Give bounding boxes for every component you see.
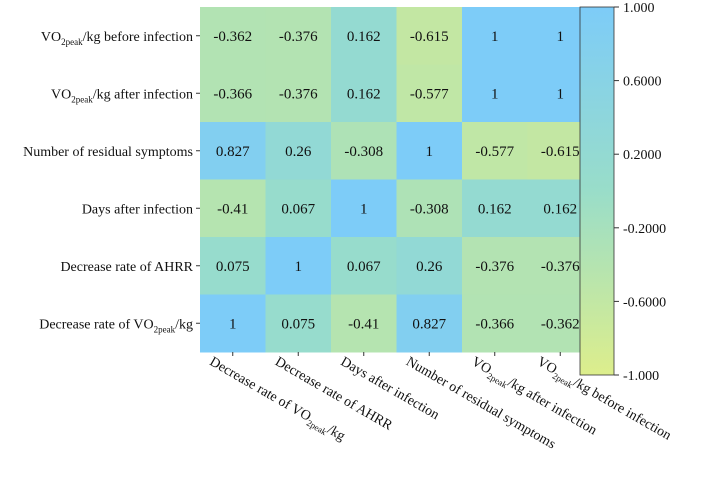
heatmap-cell-values: -0.362 -0.376 0.162 -0.615 1 1 -0.366 -0.376 0.1… <box>213 29 580 333</box>
colorbar-tick-label: 1.000 <box>623 1 655 16</box>
cell-value-label: 0.162 <box>478 201 512 217</box>
cell-value-label: 0.075 <box>216 259 250 275</box>
cell-value-label: -0.362 <box>541 316 580 332</box>
heatmap-cell <box>200 122 266 180</box>
column-label: Decrease rate of AHRR <box>272 354 395 434</box>
cell-value-label: -0.577 <box>410 86 449 102</box>
heatmap-cell <box>396 237 463 295</box>
cell-value-label: -0.376 <box>541 259 580 275</box>
heatmap-cell <box>265 7 332 65</box>
cell-value-label: 0.827 <box>216 144 250 160</box>
cell-value-label: 1 <box>360 201 368 217</box>
cell-value-label: 1 <box>426 144 434 160</box>
heatmap-cell <box>462 237 528 295</box>
row-label: VO2peak/kg before infection <box>41 30 193 47</box>
colorbar-tick-label: 0.6000 <box>623 75 662 90</box>
heatmap-cell <box>396 122 463 180</box>
heatmap-cell <box>265 122 332 180</box>
cell-value-label: -0.366 <box>475 316 514 332</box>
cell-value-label: -0.615 <box>541 144 580 160</box>
cell-value-label: 0.067 <box>281 201 315 217</box>
cell-value-label: -0.308 <box>344 144 383 160</box>
cell-value-label: -0.362 <box>213 29 252 45</box>
heatmap-cell <box>200 64 266 123</box>
heatmap-cell <box>331 237 397 295</box>
row-label: Decrease rate of AHRR <box>60 260 193 275</box>
cell-value-label: -0.376 <box>279 29 318 45</box>
cell-value-label: -0.41 <box>217 201 248 217</box>
heatmap-cell <box>396 294 463 353</box>
heatmap-cell <box>265 64 332 123</box>
heatmap-cell <box>265 237 332 295</box>
cell-value-label: -0.41 <box>348 316 379 332</box>
heatmap-cell <box>200 179 266 238</box>
colorbar-tick-label: -1.000 <box>623 369 659 384</box>
heatmap-cells <box>200 7 594 353</box>
cell-value-label: 0.26 <box>416 259 443 275</box>
row-labels: VO2peak/kg before infection VO2peak/kg af… <box>23 30 200 334</box>
cell-value-label: 1 <box>491 29 499 45</box>
heatmap-cell <box>331 179 397 238</box>
cell-value-label: 0.162 <box>347 29 381 45</box>
heatmap-cell <box>200 294 266 353</box>
cell-value-label: 1 <box>557 86 565 102</box>
heatmap-cell <box>331 7 397 65</box>
heatmap-cell <box>462 64 528 123</box>
cell-value-label: 1 <box>229 316 237 332</box>
colorbar-tick-label: 0.2000 <box>623 148 662 163</box>
row-label: Number of residual symptoms <box>23 145 193 160</box>
heatmap-cell <box>462 179 528 238</box>
heatmap-cell <box>331 64 397 123</box>
heatmap-cell <box>200 7 266 65</box>
heatmap-cell <box>396 179 463 238</box>
cell-value-label: -0.308 <box>410 201 449 217</box>
colorbar-tick-label: -0.2000 <box>623 222 666 237</box>
heatmap-cell <box>331 294 397 353</box>
cell-value-label: -0.376 <box>475 259 514 275</box>
cell-value-label: 1 <box>491 86 499 102</box>
colorbar-gradient <box>579 6 615 376</box>
cell-value-label: 0.075 <box>281 316 315 332</box>
cell-value-label: 0.162 <box>347 86 381 102</box>
heatmap-cell <box>265 179 332 238</box>
cell-value-label: 1 <box>557 29 565 45</box>
heatmap-cell <box>331 122 397 180</box>
heatmap-cell <box>265 294 332 353</box>
cell-value-label: -0.615 <box>410 29 449 45</box>
cell-value-label: 0.26 <box>285 144 312 160</box>
heatmap-cell <box>396 64 463 123</box>
cell-value-label: 0.067 <box>347 259 381 275</box>
cell-value-label: -0.577 <box>475 144 514 160</box>
colorbar-tick-label: -0.6000 <box>623 295 666 310</box>
row-label: Days after infection <box>82 202 193 217</box>
heatmap-cell <box>462 7 528 65</box>
heatmap-cell <box>200 237 266 295</box>
cell-value-label: 0.162 <box>543 201 577 217</box>
cell-value-label: -0.376 <box>279 86 318 102</box>
heatmap-cell <box>462 122 528 180</box>
cell-value-label: 0.827 <box>412 316 446 332</box>
colorbar: 1.000 0.6000 0.2000 -0.2000 -0.6000 -1.000 <box>579 1 666 384</box>
cell-value-label: -0.366 <box>213 86 252 102</box>
row-label: VO2peak/kg after infection <box>51 87 193 104</box>
heatmap-cell <box>462 294 528 353</box>
cell-value-label: 1 <box>295 259 303 275</box>
heatmap-cell <box>396 7 463 65</box>
row-label: Decrease rate of VO2peak/kg <box>39 317 193 334</box>
